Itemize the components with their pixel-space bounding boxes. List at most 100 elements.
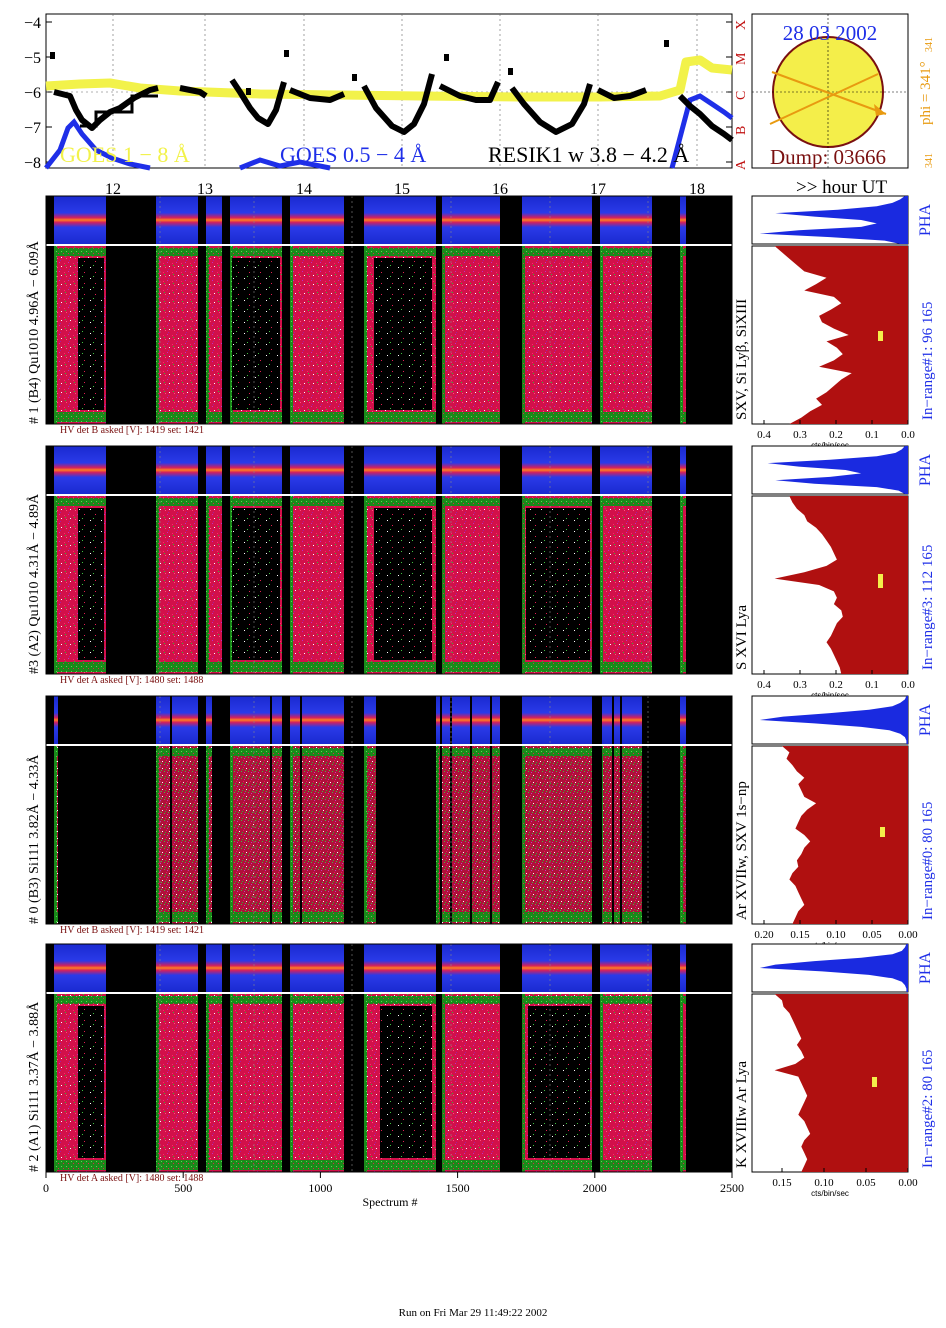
phi-small: 341	[924, 153, 935, 168]
spectrum-strip-0-8	[600, 246, 652, 424]
pha-strip-3-6	[442, 944, 500, 992]
spectrum-strip-0-6	[442, 246, 500, 424]
pha-strip-3-7	[522, 944, 592, 992]
pha-strip-3-0	[54, 944, 106, 992]
spec-xtick-label-2-2: 0.10	[826, 929, 846, 941]
spectrum-top-edge-2-3	[230, 748, 282, 756]
phi-arrow	[771, 71, 887, 115]
spectrum-bottom-edge-1-0	[54, 662, 106, 672]
spectrum-left-edge-3-2	[206, 994, 209, 1172]
goes-ytick-label-0: −4	[24, 15, 41, 32]
spectrum-left-edge-2-9	[680, 746, 683, 924]
spectrum-bottom-edge-2-6	[436, 912, 500, 922]
pha-strip-2-0	[54, 696, 58, 744]
spectrum-top-edge-1-5	[364, 498, 436, 506]
spectrum-left-edge-3-8	[600, 994, 603, 1172]
resik-count-curve	[53, 73, 734, 143]
spectrum-dark-core-0-2	[374, 258, 432, 410]
spectrum-strip-2-3	[230, 746, 282, 924]
inrange-label-2: In−range#0: 80 165	[920, 802, 936, 920]
spectrum-bottom-edge-3-3	[230, 1160, 282, 1170]
spectrum-tick-label-2000: 2000	[583, 1181, 607, 1195]
pha-label-0: PHA	[917, 204, 934, 236]
spec-xtick-label-1-0: 0.4	[757, 679, 771, 691]
spectrum-strip-3-6	[442, 994, 500, 1172]
goes-short-curve-a	[44, 118, 151, 171]
spectrum-bottom-edge-0-5	[364, 412, 436, 422]
legend-goes-1-8: GOES 1 − 8 Å	[60, 142, 190, 167]
class-letter-A: A	[734, 159, 749, 170]
spectrum-left-edge-2-0	[54, 746, 57, 924]
spectrum-strip-2-4	[290, 746, 344, 924]
spectrum-bottom-edge-0-8	[600, 412, 652, 422]
spectrum-dark-core-0-0	[78, 258, 104, 410]
phi-arrow-2	[769, 73, 879, 125]
spectrum-axis: 0 500 1000 1500 2000 2500	[43, 1172, 744, 1195]
pha-strip-1-2	[206, 446, 222, 494]
spectrum-left-edge-2-1	[156, 746, 159, 924]
spectrum-bottom-edge-3-2	[206, 1160, 222, 1170]
readout-gap-6	[450, 696, 452, 924]
spectrum-bottom-edge-3-0	[54, 1160, 106, 1170]
pha-strip-1-1	[156, 446, 198, 494]
spectrum-left-edge-2-2	[206, 746, 209, 924]
inrange-label-3: In−range#2: 80 165	[920, 1050, 936, 1168]
spectrum-top-edge-0-6	[442, 248, 500, 256]
spectrum-strip-0-4	[290, 246, 344, 424]
pha-strip-1-4	[290, 446, 344, 494]
goes-short-curve-c	[669, 93, 734, 169]
pha-strip-2-5	[364, 696, 376, 744]
inrange-label-0: In−range#1: 96 165	[920, 302, 936, 420]
line-label-3: K XVIIIw Ar Lya	[734, 1061, 750, 1168]
resik-spike-3	[444, 54, 449, 61]
spectrum-bottom-edge-3-7	[522, 1160, 592, 1170]
spec-xlabel-3: cts/bin/sec	[811, 1189, 849, 1198]
legend-goes-0.5-4: GOES 0.5 − 4 Å	[280, 142, 426, 167]
resik-spike-2	[352, 74, 357, 81]
spectrum-strip-1-1	[156, 496, 198, 674]
spectrum-bottom-edge-2-7	[522, 912, 592, 922]
resik-spike-1	[284, 50, 289, 57]
spectrum-top-edge-1-4	[290, 498, 344, 506]
resik-step-curve	[80, 94, 158, 128]
spectrum-left-edge-2-6	[436, 746, 439, 924]
spectrum-left-edge-0-3	[230, 246, 233, 424]
spectrum-top-edge-0-8	[600, 248, 652, 256]
class-letter-B: B	[734, 126, 749, 135]
pha-strip-2-2	[206, 696, 212, 744]
pha-label-1: PHA	[917, 454, 934, 486]
spectrum-bottom-edge-0-0	[54, 412, 106, 422]
legend-resik: RESIK1 w 3.8 − 4.2 Å	[488, 142, 689, 167]
spectrum-left-edge-3-7	[522, 994, 525, 1172]
spectrum-top-edge-0-7	[522, 248, 592, 256]
class-letter-X: X	[734, 20, 749, 30]
spectrum-left-edge-1-7	[522, 496, 525, 674]
readout-gap-9	[600, 696, 602, 924]
spectrum-left-edge-1-5	[364, 496, 367, 674]
spectrum-dark-core-3-1	[380, 1006, 432, 1158]
goes-ytick-label-1: −5	[24, 50, 41, 67]
spectrum-strip-3-8	[600, 994, 652, 1172]
panel-det3: HV det A asked [V]: 1480 set: 1488 #3 (A2…	[26, 445, 936, 700]
spec-xtick-label-0-0: 0.4	[757, 429, 771, 441]
spectrum-strip-2-6	[436, 746, 500, 924]
spectrum-top-edge-3-5	[364, 996, 436, 1004]
pha-strip-2-1	[156, 696, 198, 744]
readout-gap-10	[612, 696, 614, 924]
goes-ytick-label-2: −6	[24, 85, 41, 102]
spec-hist-1	[774, 496, 908, 674]
spectrum-axis-label: Spectrum #	[363, 1195, 418, 1209]
line-label-0: SXV, Si Lyβ, SiXIII	[734, 299, 750, 420]
spectrum-top-edge-1-7	[522, 498, 592, 506]
spectrum-bottom-edge-1-1	[156, 662, 198, 672]
pha-strip-1-3	[230, 446, 282, 494]
spec-xtick-label-0-2: 0.2	[829, 429, 843, 441]
spectrum-left-edge-1-4	[290, 496, 293, 674]
pha-strip-3-9	[680, 944, 686, 992]
spectrum-left-edge-0-4	[290, 246, 293, 424]
spectrum-left-edge-0-7	[522, 246, 525, 424]
hv-label-3: HV det A asked [V]: 1480 set: 1488	[60, 1173, 203, 1184]
spectrum-bottom-edge-0-1	[156, 412, 198, 422]
date-label: 28 03 2002	[783, 21, 878, 45]
